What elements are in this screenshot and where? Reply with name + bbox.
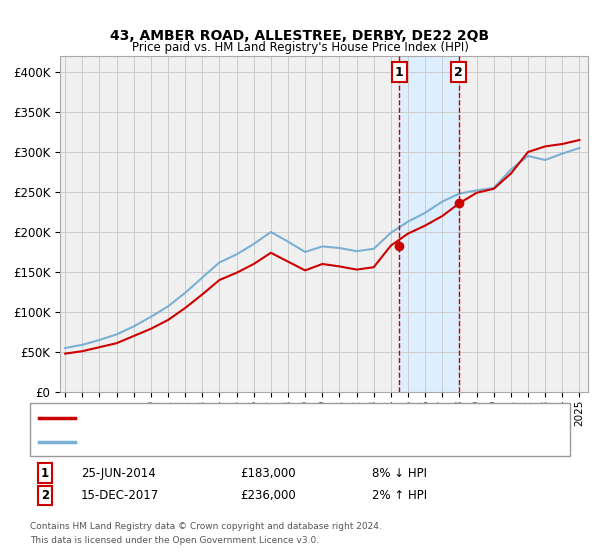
Text: HPI: Average price, detached house, City of Derby: HPI: Average price, detached house, City… xyxy=(81,436,343,446)
Text: 1: 1 xyxy=(395,66,403,78)
Text: 43, AMBER ROAD, ALLESTREE, DERBY, DE22 2QB (detached house): 43, AMBER ROAD, ALLESTREE, DERBY, DE22 2… xyxy=(81,413,431,423)
Text: This data is licensed under the Open Government Licence v3.0.: This data is licensed under the Open Gov… xyxy=(30,536,319,545)
Text: 2% ↑ HPI: 2% ↑ HPI xyxy=(372,489,427,502)
Text: 2: 2 xyxy=(454,66,463,78)
Text: 43, AMBER ROAD, ALLESTREE, DERBY, DE22 2QB: 43, AMBER ROAD, ALLESTREE, DERBY, DE22 2… xyxy=(110,29,490,44)
Text: 25-JUN-2014: 25-JUN-2014 xyxy=(81,466,156,480)
Text: £183,000: £183,000 xyxy=(240,466,296,480)
Text: 8% ↓ HPI: 8% ↓ HPI xyxy=(372,466,427,480)
Text: Contains HM Land Registry data © Crown copyright and database right 2024.: Contains HM Land Registry data © Crown c… xyxy=(30,522,382,531)
Bar xyxy=(399,56,459,392)
Text: 1: 1 xyxy=(41,466,49,480)
Text: 15-DEC-2017: 15-DEC-2017 xyxy=(81,489,159,502)
Text: 2: 2 xyxy=(41,489,49,502)
Text: £236,000: £236,000 xyxy=(240,489,296,502)
Text: Price paid vs. HM Land Registry's House Price Index (HPI): Price paid vs. HM Land Registry's House … xyxy=(131,41,469,54)
